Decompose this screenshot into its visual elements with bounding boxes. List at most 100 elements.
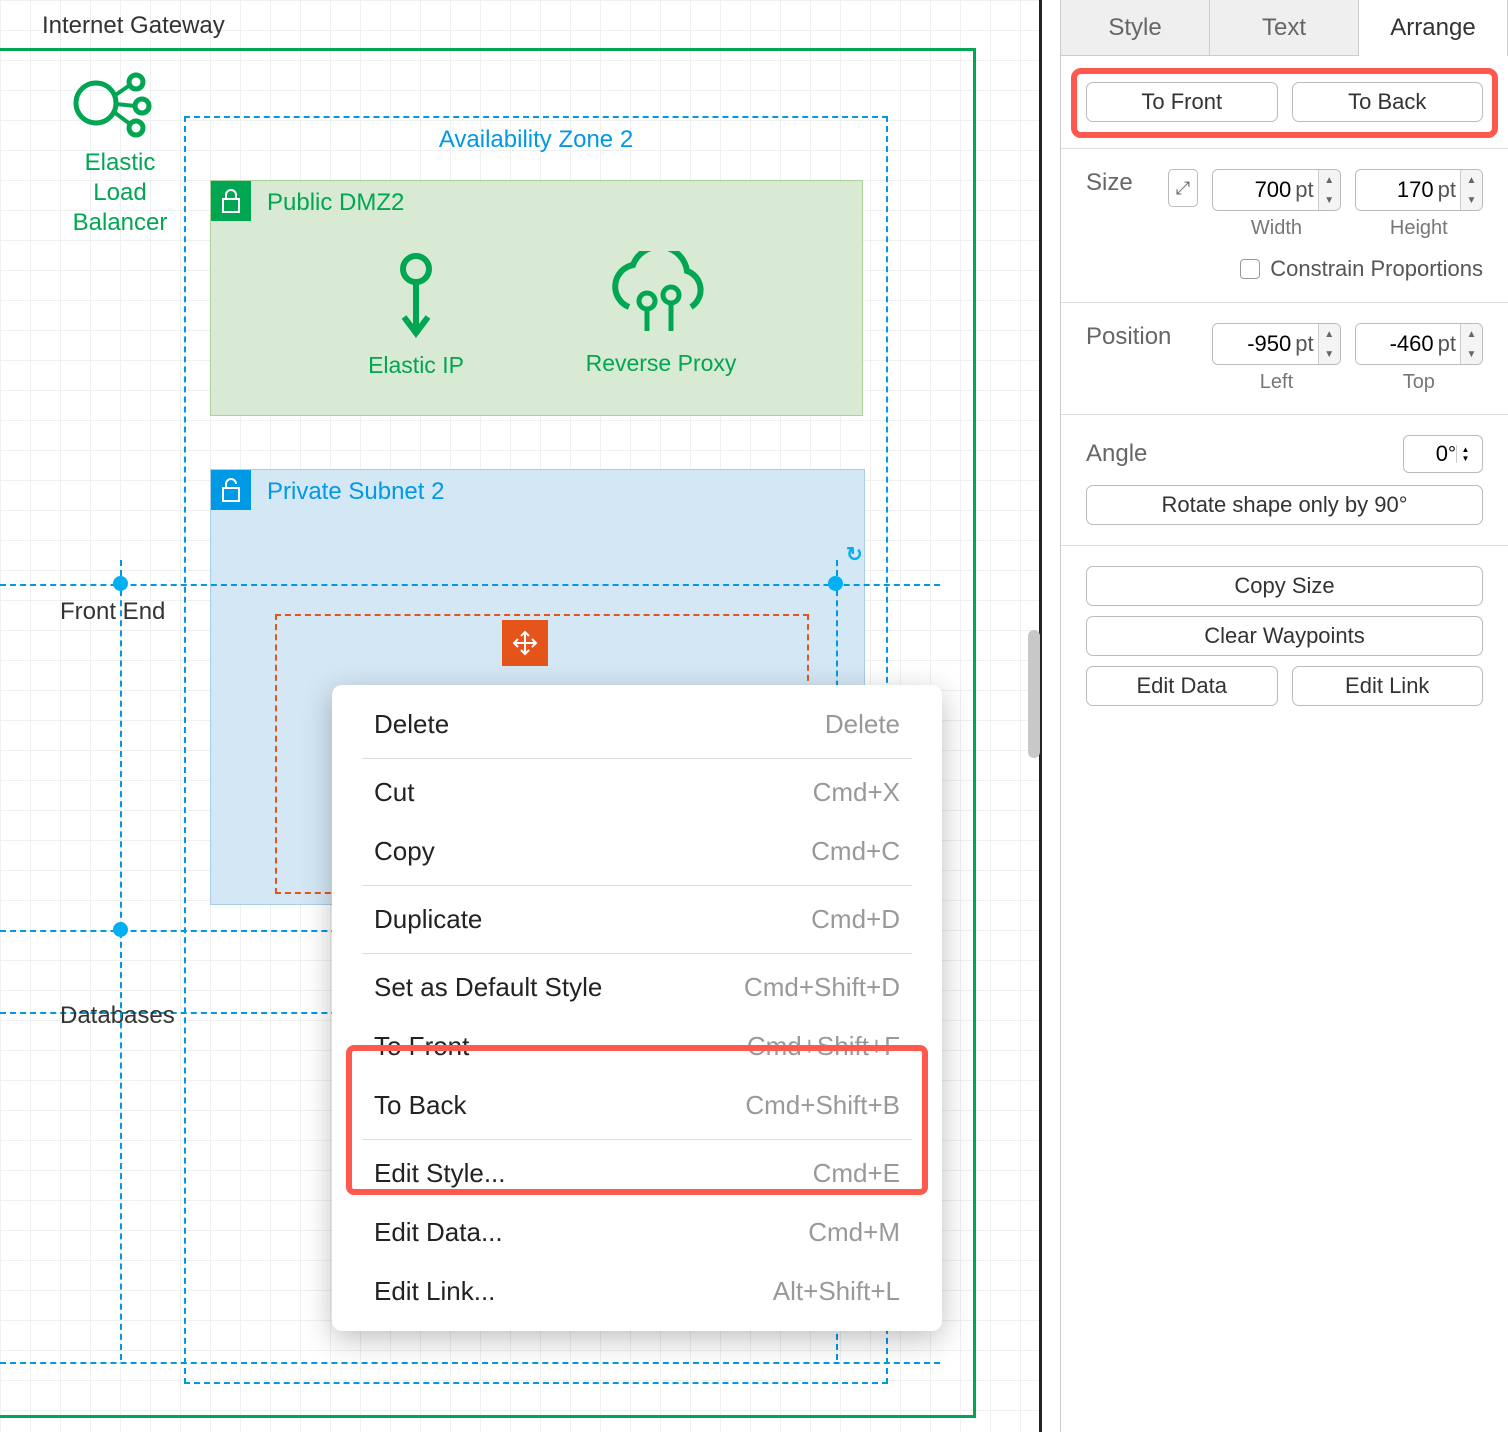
reverse-proxy-label: Reverse Proxy [551, 350, 771, 377]
angle-input[interactable] [1404, 441, 1448, 467]
elb-icon[interactable] [72, 68, 152, 138]
width-stepper[interactable]: pt ▲▼ [1212, 169, 1340, 211]
position-label: Position [1086, 323, 1198, 351]
angle-stepper[interactable]: ° ▲▼ [1403, 435, 1483, 473]
rotate-handle-icon[interactable]: ↻ [846, 542, 864, 560]
menu-item-shortcut: Cmd+Shift+F [747, 1031, 900, 1062]
lock-closed-icon [211, 181, 251, 221]
menu-separator [362, 885, 912, 886]
front-end-label: Front End [60, 598, 165, 626]
copy-size-button[interactable]: Copy Size [1086, 566, 1483, 606]
clear-waypoints-button[interactable]: Clear Waypoints [1086, 616, 1483, 656]
context-menu-item[interactable]: Set as Default Style Cmd+Shift+D [332, 958, 942, 1017]
elb-label: Elastic Load Balancer [60, 148, 180, 238]
connector [120, 560, 122, 1360]
move-handle-icon[interactable] [502, 620, 548, 666]
selection-handle[interactable] [113, 576, 128, 591]
context-menu-item[interactable]: Copy Cmd+C [332, 822, 942, 881]
context-menu-item[interactable]: To Back Cmd+Shift+B [332, 1076, 942, 1135]
reverse-proxy-node[interactable]: Reverse Proxy [551, 251, 771, 377]
tab-style[interactable]: Style [1061, 0, 1210, 56]
rotate-90-button[interactable]: Rotate shape only by 90° [1086, 485, 1483, 525]
divider [0, 1362, 940, 1364]
elastic-ip-icon [341, 253, 491, 348]
stepper-down-icon[interactable]: ▼ [1461, 344, 1482, 364]
menu-item-shortcut: Cmd+X [813, 777, 900, 808]
menu-item-shortcut: Cmd+C [811, 836, 900, 867]
angle-unit: ° [1448, 443, 1456, 466]
tab-arrange[interactable]: Arrange [1359, 0, 1508, 56]
menu-item-label: Set as Default Style [374, 972, 602, 1003]
stepper-down-icon[interactable]: ▼ [1461, 190, 1482, 210]
context-menu-item[interactable]: Delete Delete [332, 695, 942, 754]
menu-item-shortcut: Cmd+Shift+D [744, 972, 900, 1003]
stepper-up-icon[interactable]: ▲ [1319, 170, 1340, 190]
menu-item-label: Edit Data... [374, 1217, 503, 1248]
menu-item-shortcut: Cmd+Shift+B [745, 1090, 900, 1121]
menu-item-shortcut: Delete [825, 709, 900, 740]
selection-handle[interactable] [113, 922, 128, 937]
stepper-down-icon[interactable]: ▼ [1319, 344, 1340, 364]
left-input[interactable] [1213, 324, 1295, 364]
menu-item-label: Copy [374, 836, 435, 867]
context-menu-item[interactable]: Edit Style...Cmd+E [332, 1144, 942, 1203]
constrain-icon[interactable]: ⤢ [1168, 169, 1199, 207]
internet-gateway-label: Internet Gateway [42, 12, 225, 40]
left-stepper[interactable]: pt ▲▼ [1212, 323, 1340, 365]
edit-data-button[interactable]: Edit Data [1086, 666, 1278, 706]
availability-zone-title: Availability Zone 2 [186, 126, 886, 154]
private-subnet-title: Private Subnet 2 [267, 478, 444, 506]
left-label: Left [1260, 371, 1293, 394]
menu-separator [362, 1139, 912, 1140]
cloud-icon [551, 251, 771, 346]
front-end-divider [0, 584, 940, 586]
context-menu-item[interactable]: DuplicateCmd+D [332, 890, 942, 949]
context-menu-item[interactable]: Cut Cmd+X [332, 763, 942, 822]
height-input[interactable] [1356, 170, 1438, 210]
menu-item-label: Edit Link... [374, 1276, 495, 1307]
unit-label: pt [1438, 331, 1460, 357]
stepper-up-icon[interactable]: ▲ [1461, 324, 1482, 344]
edit-link-button[interactable]: Edit Link [1292, 666, 1484, 706]
context-menu-item[interactable]: Edit Link... Alt+Shift+L [332, 1262, 942, 1321]
scrollbar-thumb[interactable] [1028, 630, 1040, 758]
stepper-up-icon[interactable]: ▲ [1461, 170, 1482, 190]
width-input[interactable] [1213, 170, 1295, 210]
constrain-label: Constrain Proportions [1270, 256, 1483, 282]
menu-item-label: To Front [374, 1031, 469, 1062]
selection-handle[interactable] [828, 576, 843, 591]
width-label: Width [1251, 217, 1302, 240]
unit-label: pt [1295, 331, 1317, 357]
databases-label: Databases [60, 1002, 175, 1030]
menu-item-label: Delete [374, 709, 449, 740]
stepper-down-icon[interactable]: ▼ [1457, 454, 1474, 463]
menu-item-shortcut: Cmd+E [813, 1158, 900, 1189]
stepper-down-icon[interactable]: ▼ [1319, 190, 1340, 210]
stepper-up-icon[interactable]: ▲ [1457, 445, 1474, 454]
tab-text[interactable]: Text [1210, 0, 1359, 56]
height-stepper[interactable]: pt ▲▼ [1355, 169, 1483, 211]
stepper-up-icon[interactable]: ▲ [1319, 324, 1340, 344]
menu-item-label: Cut [374, 777, 414, 808]
unit-label: pt [1438, 177, 1460, 203]
to-back-button[interactable]: To Back [1292, 82, 1484, 122]
top-stepper[interactable]: pt ▲▼ [1355, 323, 1483, 365]
public-dmz-title: Public DMZ2 [267, 189, 404, 217]
size-label: Size [1086, 169, 1154, 197]
to-front-button[interactable]: To Front [1086, 82, 1278, 122]
elastic-ip-node[interactable]: Elastic IP [341, 253, 491, 379]
lock-open-icon [211, 470, 251, 510]
elastic-ip-label: Elastic IP [341, 352, 491, 379]
public-dmz-box[interactable]: Public DMZ2 Elastic IP Reverse Proxy [210, 180, 863, 416]
menu-separator [362, 758, 912, 759]
top-input[interactable] [1356, 324, 1438, 364]
constrain-checkbox[interactable] [1240, 259, 1260, 279]
context-menu-item[interactable]: To Front Cmd+Shift+F [332, 1017, 942, 1076]
format-panel: Style Text Arrange To Front To Back Size… [1060, 0, 1508, 1432]
height-label: Height [1390, 217, 1448, 240]
menu-item-shortcut: Cmd+D [811, 904, 900, 935]
menu-item-label: To Back [374, 1090, 467, 1121]
context-menu-item[interactable]: Edit Data...Cmd+M [332, 1203, 942, 1262]
menu-item-shortcut: Alt+Shift+L [773, 1276, 900, 1307]
top-label: Top [1403, 371, 1435, 394]
